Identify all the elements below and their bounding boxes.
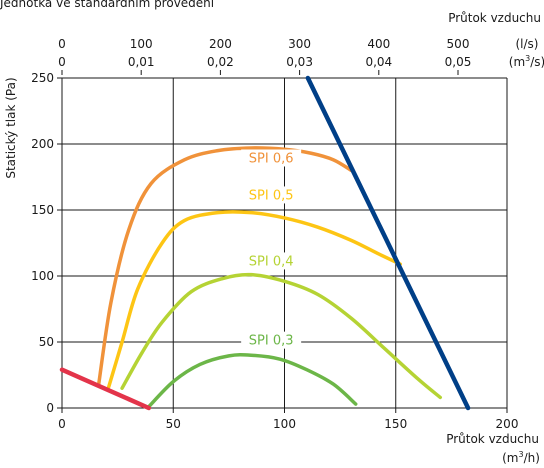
series-labels: SPI 0,6 SPI 0,5 SPI 0,4 SPI 0,3 (241, 149, 302, 349)
series-line-5 (59, 367, 152, 411)
x-axis-unit-tail: /h) (524, 451, 540, 465)
top-tick-ls-0: 0 (58, 37, 66, 51)
y-tick-label-5: 250 (31, 71, 54, 85)
top-tick-ls-2: 200 (209, 37, 232, 51)
series-line-4 (305, 75, 471, 411)
x-axis-unit: (m3/h) (502, 450, 540, 465)
series-label-bg-0 (241, 149, 302, 167)
top-tick-m3s-1: 0,01 (128, 55, 155, 69)
series-label-bg-2 (241, 252, 302, 270)
grid (61, 77, 508, 409)
top-axis-title: Průtok vzduchu (448, 11, 541, 25)
chart-caption: Jednotka ve standardním provedení (0, 0, 215, 10)
series-line-spi-0-4 (120, 272, 442, 400)
series-label-bg-3 (241, 331, 302, 349)
y-axis-ticks: 0 50 100 150 200 250 (31, 71, 62, 415)
y-tick-label-1: 50 (39, 335, 54, 349)
y-tick-label-2: 100 (31, 269, 54, 283)
top-axis-ticks-ls: 0 100 200 300 400 500 (58, 37, 469, 75)
series-layer (59, 75, 471, 411)
series-line-spi-0-5 (106, 210, 402, 389)
x-tick-label-3: 150 (384, 417, 407, 431)
x-axis-unit-sup: 3 (518, 450, 523, 459)
series-label-3: SPI 0,3 (249, 334, 294, 349)
top-axis-ticks-m3s: 0 0,01 0,02 0,03 0,04 0,05 (58, 55, 471, 69)
x-tick-label-2: 100 (273, 417, 296, 431)
series-label-bg-1 (241, 186, 302, 204)
x-tick-label-4: 200 (496, 417, 519, 431)
series-label-2: SPI 0,4 (249, 254, 294, 269)
x-axis-ticks: 0 50 100 150 200 (58, 408, 518, 431)
top-tick-m3s-4: 0,04 (365, 55, 392, 69)
top-axis-unit-m3s-sup: 3 (525, 54, 530, 63)
top-tick-ls-4: 400 (367, 37, 390, 51)
series-line-spi-0-3 (147, 352, 358, 409)
series-label-0: SPI 0,6 (249, 151, 294, 166)
top-tick-m3s-2: 0,02 (207, 55, 234, 69)
series-label-1: SPI 0,5 (249, 188, 294, 203)
top-tick-m3s-0: 0 (58, 55, 66, 69)
top-axis-unit-m3s: (m3/s) (509, 54, 544, 69)
x-axis-unit-base: (m (502, 451, 518, 465)
y-tick-label-0: 0 (46, 401, 54, 415)
y-tick-label-3: 150 (31, 203, 54, 217)
top-tick-m3s-5: 0,05 (445, 55, 472, 69)
y-axis-title: Statický tlak (Pa) (4, 77, 18, 178)
x-tick-label-0: 0 (58, 417, 66, 431)
top-axis-unit-ls: (l/s) (516, 37, 539, 51)
top-axis-unit-m3s-tail: /s) (530, 55, 544, 69)
top-tick-ls-1: 100 (130, 37, 153, 51)
top-tick-m3s-3: 0,03 (286, 55, 313, 69)
x-tick-label-1: 50 (166, 417, 181, 431)
x-axis-title: Průtok vzduchu (446, 432, 539, 446)
top-axis-unit-m3s-base: (m (509, 55, 525, 69)
top-tick-ls-5: 500 (447, 37, 470, 51)
y-tick-label-4: 200 (31, 137, 54, 151)
series-line-spi-0-6 (96, 146, 353, 386)
top-tick-ls-3: 300 (288, 37, 311, 51)
